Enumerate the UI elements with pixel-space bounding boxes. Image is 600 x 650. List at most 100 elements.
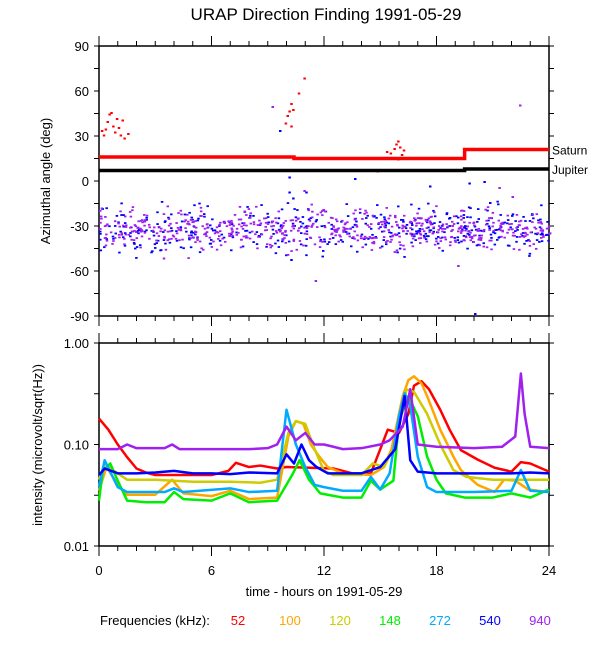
scatter-point <box>432 230 436 233</box>
scatter-point <box>364 209 367 212</box>
scatter-point <box>512 248 516 250</box>
scatter-point <box>421 228 424 231</box>
scatter-point <box>398 241 401 244</box>
scatter-point <box>199 206 203 209</box>
scatter-point <box>190 216 193 219</box>
scatter-point <box>487 219 490 222</box>
scatter-point <box>270 235 273 238</box>
scatter-point <box>123 237 126 240</box>
scatter-point <box>285 254 288 257</box>
scatter-point <box>415 222 418 225</box>
scatter-point <box>145 216 148 219</box>
scatter-point <box>184 227 187 230</box>
scatter-point <box>385 207 388 209</box>
scatter-point <box>99 228 102 230</box>
azimuth-frame <box>98 45 550 317</box>
scatter-point <box>342 226 345 229</box>
scatter-point <box>384 219 388 222</box>
scatter-point <box>289 229 293 232</box>
scatter-point <box>294 216 298 219</box>
scatter-point <box>202 248 205 251</box>
scatter-point <box>160 227 163 230</box>
scatter-point <box>271 228 275 231</box>
scatter-point <box>515 240 518 243</box>
scatter-point <box>265 243 269 246</box>
scatter-point <box>112 237 115 240</box>
scatter-point <box>188 238 191 241</box>
scatter-point <box>202 213 206 215</box>
scatter-point <box>143 231 147 234</box>
scatter-point <box>445 212 449 215</box>
scatter-point <box>115 118 119 120</box>
scatter-point <box>129 226 132 229</box>
scatter-point <box>537 219 540 222</box>
scatter-point <box>184 219 187 222</box>
scatter-point <box>232 224 235 227</box>
scatter-point <box>437 225 441 227</box>
intensity-panel: 1.00 0.10 0.01 0 6 12 18 24 <box>64 333 556 578</box>
scatter-point <box>215 248 219 251</box>
scatter-point <box>356 239 360 242</box>
scatter-point <box>409 221 413 223</box>
scatter-point <box>510 222 513 225</box>
scatter-point <box>167 216 170 219</box>
scatter-point <box>315 219 318 221</box>
scatter-point <box>376 204 379 206</box>
scatter-point <box>371 214 375 217</box>
scatter-point <box>251 230 254 233</box>
scatter-point <box>175 222 178 224</box>
scatter-point <box>467 230 471 233</box>
scatter-point <box>383 225 386 228</box>
scatter-point <box>383 221 387 224</box>
scatter-point <box>151 250 154 253</box>
scatter-point <box>245 214 248 216</box>
scatter-point <box>199 215 202 217</box>
jupiter-line <box>99 167 549 173</box>
scatter-point <box>179 229 183 232</box>
scatter-point <box>531 221 534 223</box>
scatter-point <box>319 240 322 243</box>
scatter-point <box>469 239 473 242</box>
scatter-point <box>451 224 454 227</box>
scatter-point <box>117 233 121 236</box>
scatter-point <box>402 214 406 217</box>
scatter-point <box>404 227 408 230</box>
scatter-point <box>278 230 282 233</box>
scatter-point <box>249 212 252 215</box>
scatter-point <box>117 222 120 225</box>
scatter-point <box>468 236 472 238</box>
scatter-point <box>131 206 135 209</box>
scatter-point <box>343 227 347 230</box>
scatter-point <box>99 249 103 252</box>
scatter-point <box>310 225 313 228</box>
scatter-point <box>411 224 414 226</box>
scatter-point <box>379 226 382 229</box>
scatter-point <box>159 249 162 252</box>
scatter-point <box>194 226 198 229</box>
scatter-point <box>443 231 446 234</box>
scatter-point <box>244 229 247 232</box>
scatter-point <box>191 218 194 221</box>
scatter-point <box>206 205 209 208</box>
scatter-point <box>256 247 259 250</box>
scatter-point <box>546 227 550 230</box>
scatter-point <box>145 218 148 221</box>
scatter-point <box>355 250 359 253</box>
scatter-point <box>351 237 354 239</box>
scatter-point <box>196 239 199 241</box>
scatter-point <box>438 221 442 223</box>
scatter-point <box>470 237 474 240</box>
scatter-point <box>215 226 219 229</box>
scatter-point <box>528 240 531 243</box>
scatter-point <box>535 213 539 216</box>
legend-title: Frequencies (kHz): <box>100 613 210 628</box>
scatter-point <box>143 214 146 216</box>
scatter-point <box>174 237 178 240</box>
scatter-point <box>410 203 413 206</box>
scatter-point <box>283 237 286 239</box>
scatter-point <box>316 213 319 216</box>
scatter-point <box>264 221 268 224</box>
scatter-point <box>99 215 103 218</box>
scatter-point <box>105 224 108 227</box>
scatter-point <box>452 215 456 218</box>
